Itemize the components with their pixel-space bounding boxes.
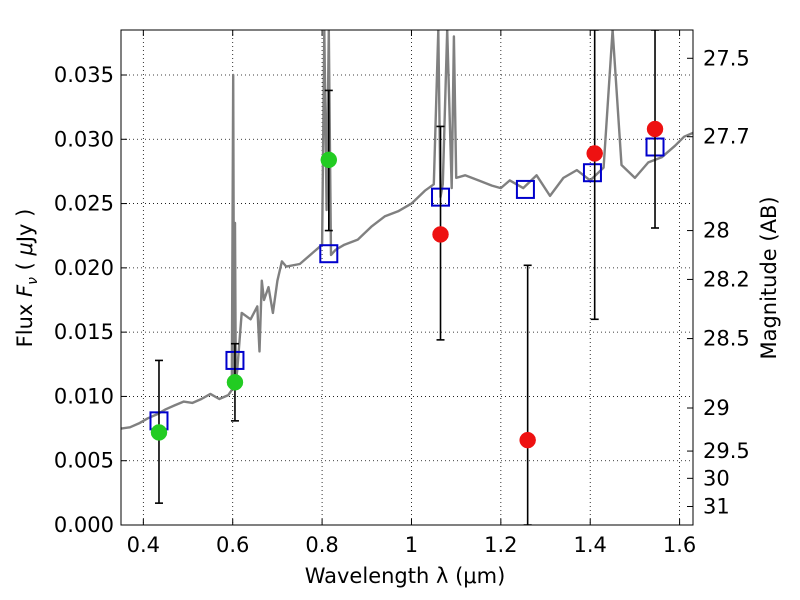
y-tick-label: 0.030	[54, 127, 114, 151]
x-tick-label: 0.4	[127, 533, 160, 557]
mag-tick-label: 29.5	[703, 439, 750, 463]
x-tick-label: 1.2	[484, 533, 517, 557]
mag-tick-label: 28.5	[703, 327, 750, 351]
y2-axis-label: Magnitude (AB)	[757, 196, 781, 359]
mag-tick-label: 27.7	[703, 125, 750, 149]
y-tick-label: 0.020	[54, 256, 114, 280]
y-axis-label-subscript: ν	[25, 277, 41, 285]
mag-tick-label: 27.5	[703, 46, 750, 70]
mag-tick-label: 29	[703, 396, 730, 420]
upper-limit-point	[432, 226, 449, 243]
y-tick-label: 0.015	[54, 320, 114, 344]
x-axis-label: Wavelength λ (μm)	[305, 564, 506, 588]
y-axis-label-mu: μ	[13, 242, 37, 256]
upper-limit-point	[519, 431, 536, 449]
spectrum-line	[121, 30, 693, 430]
x-tick-label: 1.6	[663, 533, 696, 557]
model-flux-box	[515, 179, 535, 199]
y-tick-label: 0.000	[54, 513, 114, 537]
y-tick-label: 0.025	[54, 192, 114, 216]
plot-area	[121, 30, 693, 525]
x-tick-label: 1.4	[574, 533, 607, 557]
y-axis-label-text: Flux	[13, 297, 37, 347]
detection-point	[226, 374, 244, 391]
detection-point	[320, 151, 338, 169]
y-axis-label-unit: Jy )	[13, 209, 37, 245]
model-flux-box	[319, 244, 339, 264]
x-tick-label: 0.6	[216, 533, 249, 557]
y-tick-label: 0.035	[54, 63, 114, 87]
mag-tick-label: 28.2	[703, 267, 750, 291]
detection-point	[150, 424, 168, 441]
plot-frame	[120, 29, 694, 526]
mag-tick-label: 28	[703, 219, 730, 243]
y-tick-label: 0.010	[54, 384, 114, 408]
y-axis-label: Flux Fν ( μJy )	[13, 209, 41, 348]
upper-limit-point	[646, 120, 664, 138]
model-flux-box	[582, 163, 602, 183]
y-axis-label-symbol: F	[13, 284, 37, 297]
y-tick-label: 0.005	[54, 449, 114, 473]
upper-limit-point	[586, 145, 603, 162]
axes: 0.4 0.6 0.8 1 1.2 1.4 1.6 0.000 0.005 0.010 0.015 0…	[54, 30, 750, 557]
x-tick-label: 1	[405, 533, 418, 557]
mag-tick-label: 31	[703, 494, 730, 518]
mag-tick-label: 30	[703, 466, 730, 490]
x-tick-label: 0.8	[305, 533, 338, 557]
y-axis-label-open: (	[13, 256, 37, 278]
